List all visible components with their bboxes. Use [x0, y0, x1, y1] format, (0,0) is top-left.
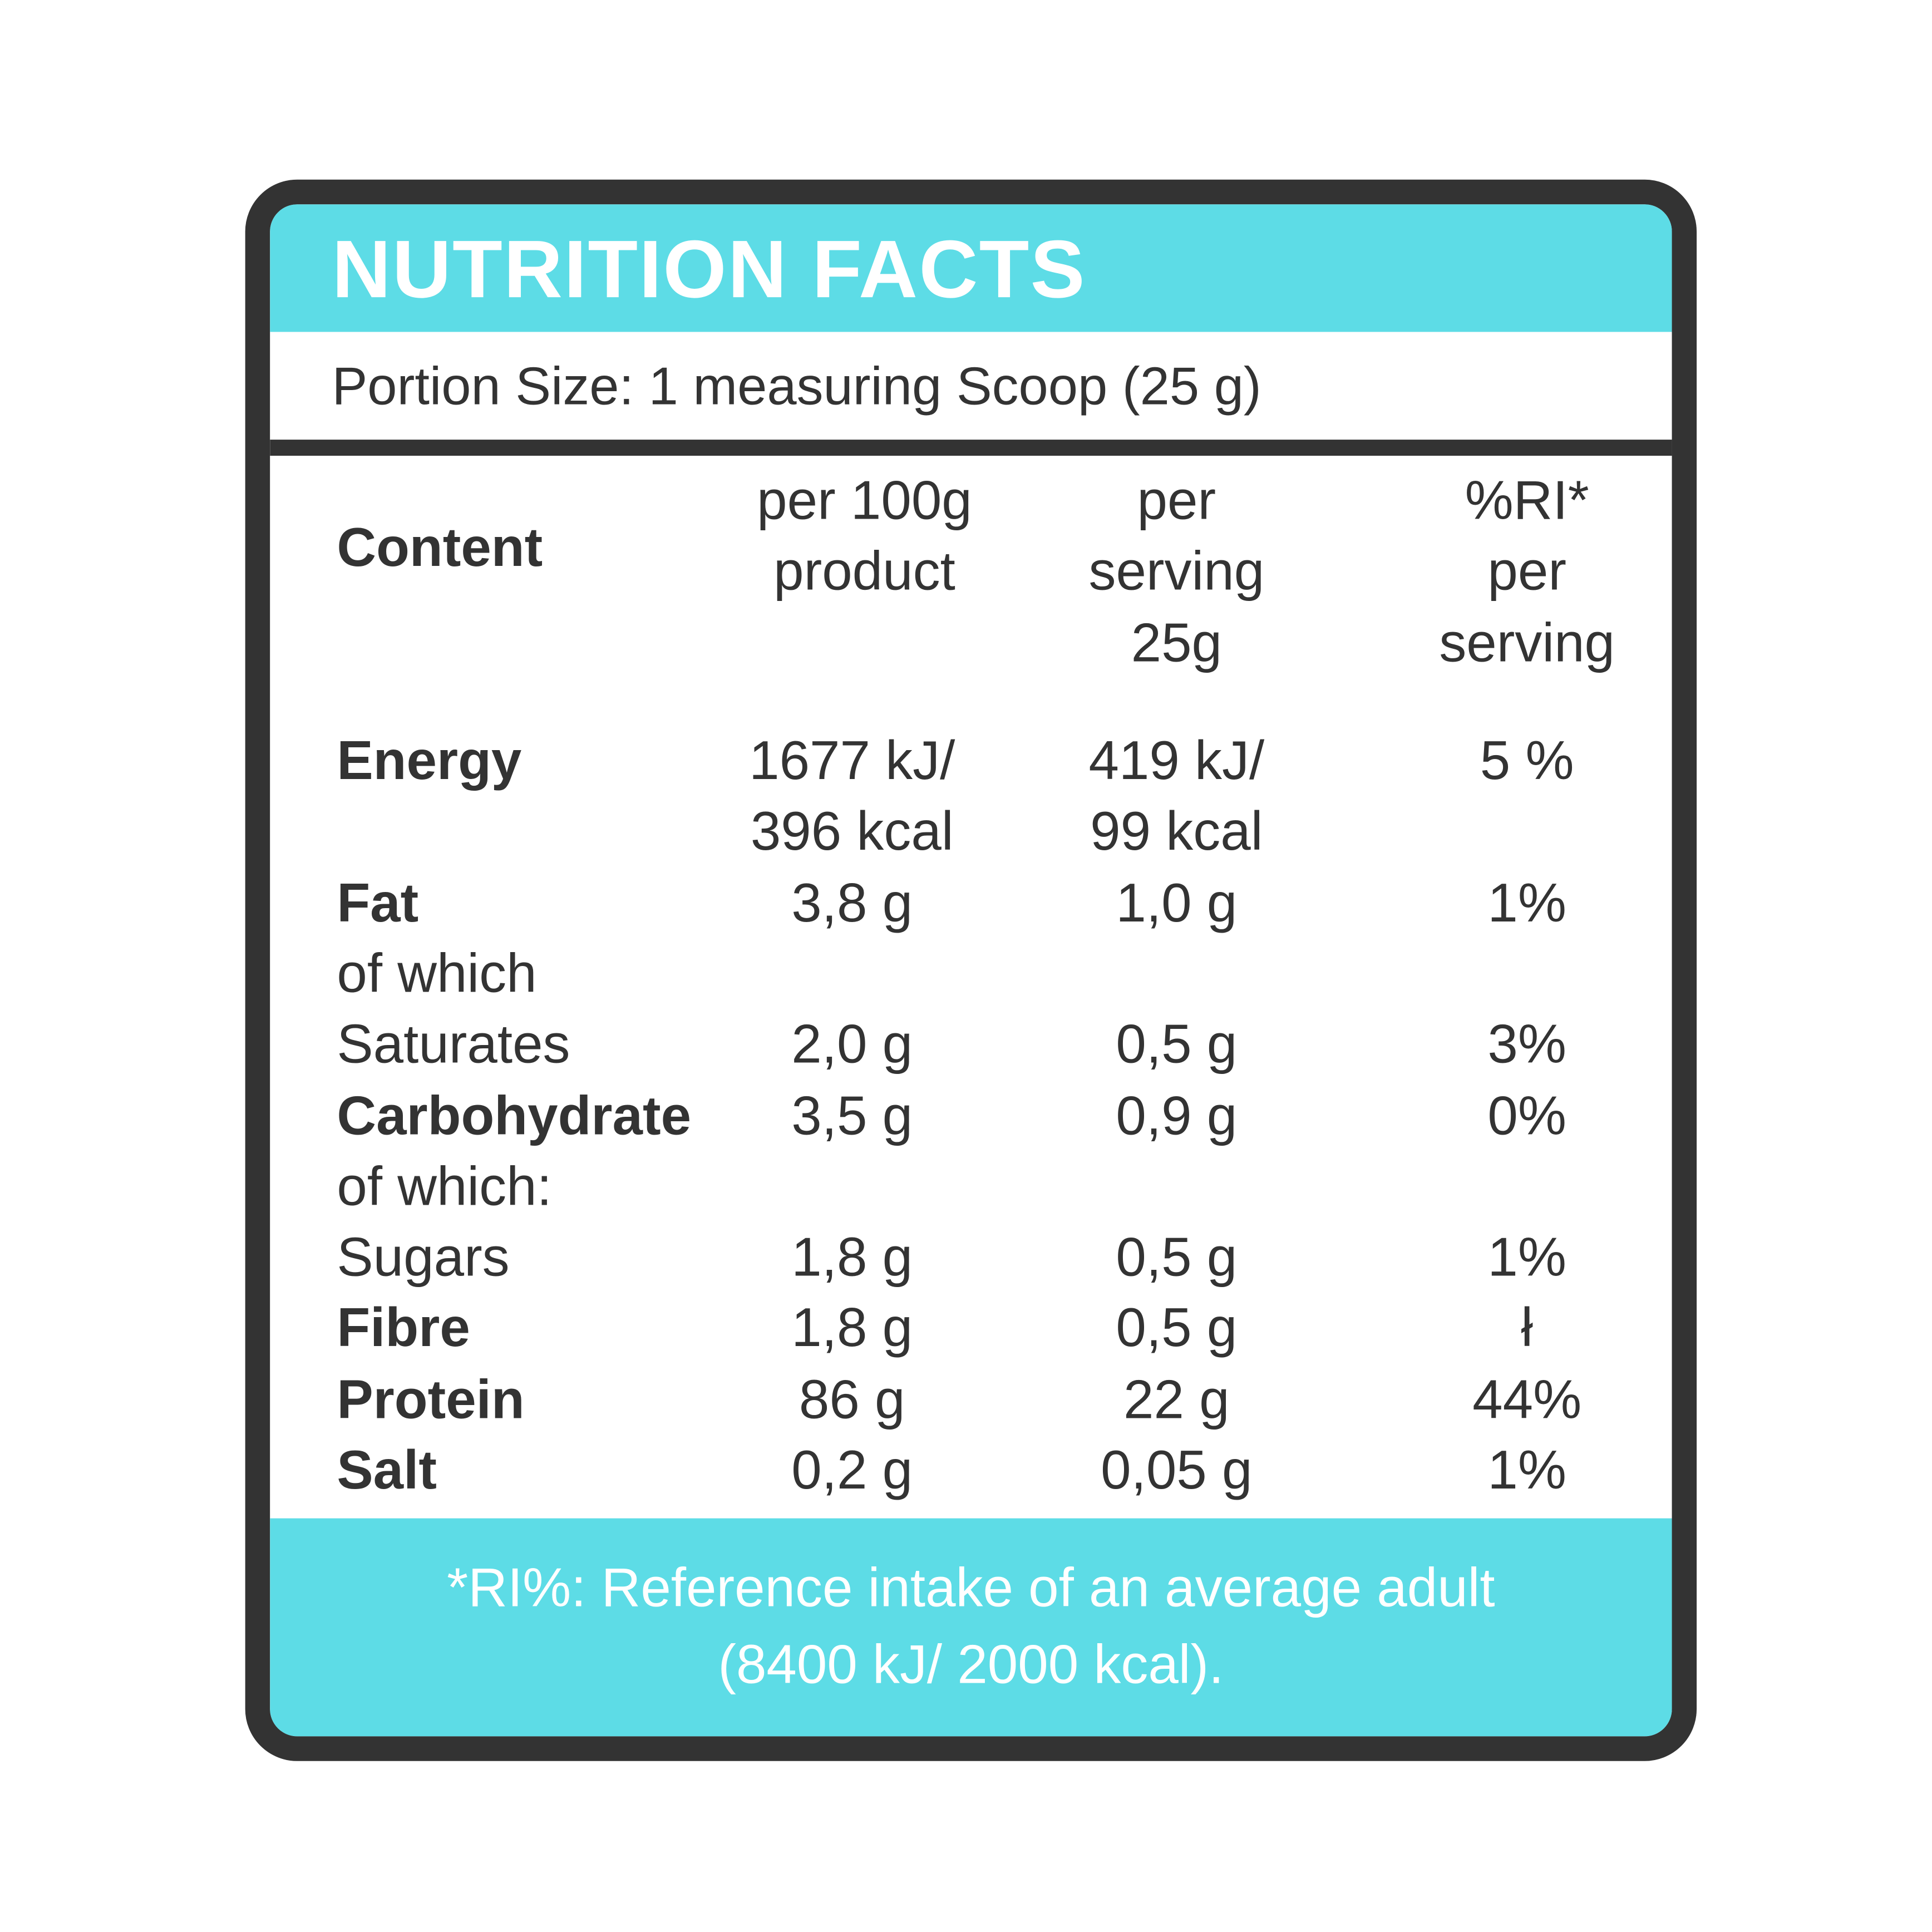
- row-label: Protein: [337, 1369, 525, 1430]
- cell-value: 0,2 g: [791, 1440, 913, 1501]
- title: NUTRITION FACTS: [332, 223, 1086, 315]
- cell-value: 99 kcal: [1090, 801, 1263, 862]
- row-label: of which: [337, 943, 537, 1004]
- row-label: Fibre: [337, 1298, 470, 1359]
- row-label: Fat: [337, 873, 419, 934]
- row-label: of which:: [337, 1156, 552, 1218]
- column-header: per: [1137, 470, 1216, 531]
- cell-value: 396 kcal: [750, 801, 954, 862]
- cell-value: 86 g: [799, 1369, 905, 1430]
- column-header: %RI*: [1465, 470, 1589, 531]
- cell-value: 3,5 g: [791, 1085, 913, 1146]
- cell-value: 0,5 g: [1116, 1227, 1238, 1288]
- title-band: [270, 204, 1672, 332]
- column-header: serving: [1088, 541, 1265, 603]
- cell-value: 2,0 g: [791, 1014, 913, 1076]
- column-header: 25g: [1131, 612, 1223, 673]
- cell-value: 1,0 g: [1116, 873, 1238, 934]
- cell-value: 1677 kJ/: [749, 731, 955, 792]
- footnote: (8400 kJ/ 2000 kcal).: [718, 1634, 1224, 1696]
- cell-value: 1%: [1487, 1227, 1566, 1288]
- cell-value: 5 %: [1480, 731, 1574, 792]
- column-header: Content: [337, 518, 543, 579]
- cell-value: 22 g: [1123, 1369, 1230, 1430]
- column-header: serving: [1439, 612, 1615, 673]
- cell-value: 0,5 g: [1116, 1014, 1238, 1076]
- cell-value: 1,8 g: [791, 1227, 913, 1288]
- cell-value: 44%: [1472, 1369, 1582, 1430]
- label-box: [245, 179, 1697, 1761]
- divider: [270, 440, 1672, 456]
- cell-value: ł: [1521, 1298, 1534, 1359]
- footer-band: [270, 1518, 1672, 1737]
- cell-value: 3,8 g: [791, 873, 913, 934]
- cell-value: 0,5 g: [1116, 1298, 1238, 1359]
- cell-value: 0,05 g: [1101, 1440, 1253, 1501]
- cell-value: 1%: [1487, 1440, 1566, 1501]
- cell-value: 0,9 g: [1116, 1085, 1238, 1146]
- row-label: Sugars: [337, 1227, 510, 1288]
- row-label: Salt: [337, 1440, 437, 1501]
- cell-value: 3%: [1487, 1014, 1566, 1076]
- cell-value: 419 kJ/: [1088, 731, 1265, 792]
- cell-value: 1%: [1487, 873, 1566, 934]
- column-header: per: [1487, 541, 1566, 603]
- row-label: Energy: [337, 731, 522, 792]
- column-header: per 100g: [757, 470, 972, 531]
- portion-size: Portion Size: 1 measuring Scoop (25 g): [332, 357, 1261, 417]
- column-header: product: [773, 541, 955, 603]
- footnote: *RI%: Reference intake of an average adu…: [447, 1558, 1495, 1619]
- row-label: Carbohydrate: [337, 1085, 692, 1146]
- cell-value: 1,8 g: [791, 1298, 913, 1359]
- cell-value: 0%: [1487, 1085, 1566, 1146]
- row-label: Saturates: [337, 1014, 570, 1076]
